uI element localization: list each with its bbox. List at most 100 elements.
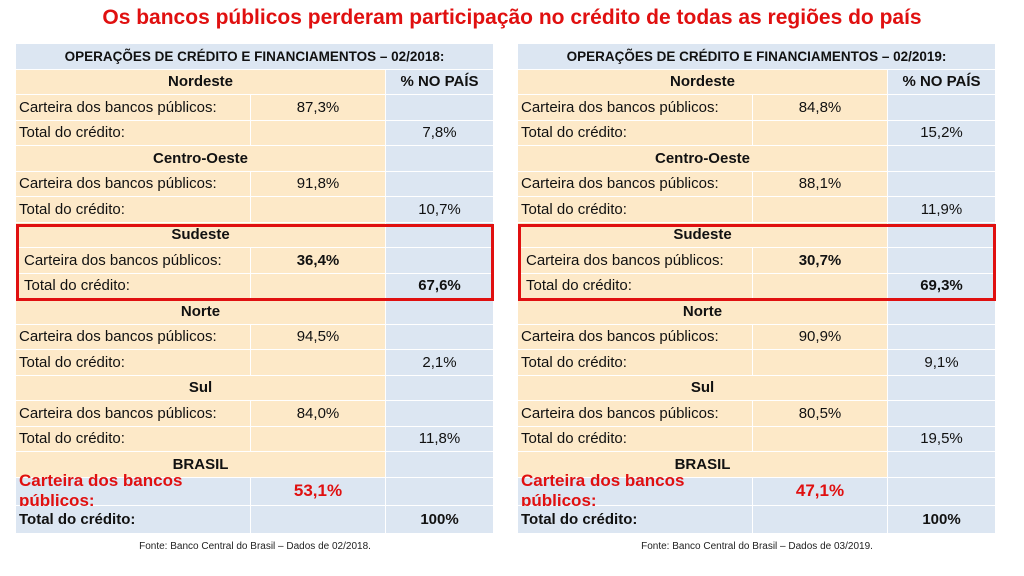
region-name: Norte <box>518 299 888 324</box>
total-row: Total do crédito: 19,5% <box>518 426 996 452</box>
carteira-label: Carteira dos bancos públicos: <box>518 471 753 510</box>
carteira-label: Carteira dos bancos públicos: <box>518 248 753 273</box>
carteira-row: Carteira dos bancos públicos: 84,8% <box>518 95 996 121</box>
empty-cell <box>386 477 494 505</box>
empty-cell <box>888 95 996 120</box>
empty-cell <box>888 324 996 349</box>
total-value: 67,6% <box>386 273 494 298</box>
total-row: Total do crédito: 100% <box>16 505 494 534</box>
empty-cell <box>753 505 888 533</box>
total-row: Total do crédito: 10,7% <box>16 197 494 223</box>
total-label: Total do crédito: <box>518 197 753 222</box>
region-name: Nordeste <box>16 69 386 94</box>
total-row: Total do crédito: 7,8% <box>16 120 494 146</box>
total-value: 10,7% <box>386 197 494 222</box>
region-name: Centro-Oeste <box>518 146 888 171</box>
empty-cell <box>251 197 386 222</box>
source-note: Fonte: Banco Central do Brasil – Dados d… <box>641 541 873 552</box>
pct-header: % NO PAÍS <box>386 69 494 94</box>
region-header-row: Sul <box>16 375 494 401</box>
empty-cell <box>753 273 888 298</box>
region-header-row: BRASIL <box>16 452 494 478</box>
total-value: 2,1% <box>386 350 494 375</box>
pct-header <box>888 299 996 324</box>
region-name: Centro-Oeste <box>16 146 386 171</box>
total-label: Total do crédito: <box>16 505 251 533</box>
region-header-row: Norte <box>518 299 996 325</box>
carteira-value: 47,1% <box>753 477 888 505</box>
empty-cell <box>386 171 494 196</box>
region-header-row: Norte <box>16 299 494 325</box>
pct-header <box>386 146 494 171</box>
carteira-row: Carteira dos bancos públicos: 53,1% <box>16 471 494 510</box>
region-header-row: Centro-Oeste <box>518 146 996 172</box>
carteira-label: Carteira dos bancos públicos: <box>518 324 753 349</box>
total-row: Total do crédito: 9,1% <box>518 350 996 376</box>
empty-cell <box>386 95 494 120</box>
carteira-value: 88,1% <box>753 171 888 196</box>
carteira-row: Carteira dos bancos públicos: 88,1% <box>518 171 996 197</box>
table-header: OPERAÇÕES DE CRÉDITO E FINANCIAMENTOS – … <box>16 44 494 70</box>
empty-cell <box>386 248 494 273</box>
total-value: 11,8% <box>386 426 494 451</box>
total-label: Total do crédito: <box>518 273 753 298</box>
carteira-value: 80,5% <box>753 401 888 426</box>
empty-cell <box>251 350 386 375</box>
region-name: BRASIL <box>16 452 386 477</box>
empty-cell <box>251 273 386 298</box>
total-label: Total do crédito: <box>518 120 753 145</box>
table-header-text: OPERAÇÕES DE CRÉDITO E FINANCIAMENTOS – … <box>518 44 996 69</box>
empty-cell <box>251 426 386 451</box>
empty-cell <box>888 401 996 426</box>
carteira-value: 90,9% <box>753 324 888 349</box>
carteira-label: Carteira dos bancos públicos: <box>518 171 753 196</box>
carteira-row: Carteira dos bancos públicos: 80,5% <box>518 401 996 427</box>
region-name: Sul <box>518 375 888 400</box>
carteira-label: Carteira dos bancos públicos: <box>16 171 251 196</box>
carteira-row: Carteira dos bancos públicos: 90,9% <box>518 324 996 350</box>
total-value: 11,9% <box>888 197 996 222</box>
empty-cell <box>888 171 996 196</box>
total-label: Total do crédito: <box>518 505 753 533</box>
pct-header <box>888 146 996 171</box>
empty-cell <box>753 426 888 451</box>
carteira-value: 87,3% <box>251 95 386 120</box>
total-value: 100% <box>888 505 996 533</box>
total-value: 15,2% <box>888 120 996 145</box>
carteira-row: Carteira dos bancos públicos: 47,1% <box>518 471 996 510</box>
total-row: Total do crédito: 11,8% <box>16 426 494 452</box>
total-label: Total do crédito: <box>16 120 251 145</box>
total-row: Total do crédito: 15,2% <box>518 120 996 146</box>
sudeste-highlight-box <box>16 224 494 301</box>
source-note: Fonte: Banco Central do Brasil – Dados d… <box>139 541 371 552</box>
carteira-row: Carteira dos bancos públicos: 36,4% <box>16 248 494 274</box>
carteira-label: Carteira dos bancos públicos: <box>518 401 753 426</box>
region-header-row: Centro-Oeste <box>16 146 494 172</box>
total-label: Total do crédito: <box>16 273 251 298</box>
empty-cell <box>753 120 888 145</box>
pct-header <box>888 375 996 400</box>
total-row: Total do crédito: 11,9% <box>518 197 996 223</box>
table-2019: OPERAÇÕES DE CRÉDITO E FINANCIAMENTOS – … <box>518 44 996 534</box>
pct-header: % NO PAÍS <box>888 69 996 94</box>
empty-cell <box>251 505 386 533</box>
carteira-label: Carteira dos bancos públicos: <box>16 471 251 510</box>
carteira-label: Carteira dos bancos públicos: <box>16 324 251 349</box>
region-header-row: Nordeste% NO PAÍS <box>518 69 996 95</box>
region-name: Norte <box>16 299 386 324</box>
empty-cell <box>753 197 888 222</box>
empty-cell <box>753 350 888 375</box>
table-2018: OPERAÇÕES DE CRÉDITO E FINANCIAMENTOS – … <box>16 44 494 534</box>
total-row: Total do crédito: 2,1% <box>16 350 494 376</box>
region-name: Sul <box>16 375 386 400</box>
pct-header <box>888 452 996 477</box>
carteira-value: 84,8% <box>753 95 888 120</box>
carteira-row: Carteira dos bancos públicos: 94,5% <box>16 324 494 350</box>
region-header-row: Nordeste% NO PAÍS <box>16 69 494 95</box>
empty-cell <box>888 477 996 505</box>
carteira-value: 30,7% <box>753 248 888 273</box>
empty-cell <box>386 401 494 426</box>
pct-header <box>386 452 494 477</box>
carteira-value: 53,1% <box>251 477 386 505</box>
sudeste-highlight-box <box>518 224 996 301</box>
